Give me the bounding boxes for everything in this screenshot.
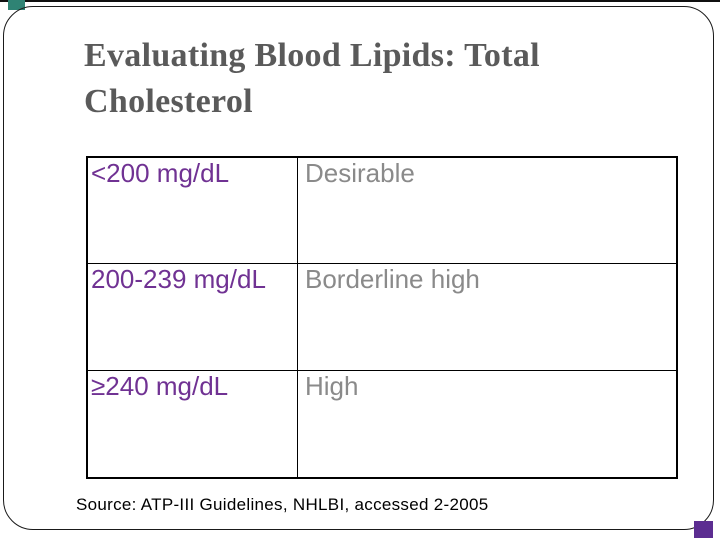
table-row-3-range-cell: ≥240 mg/dL [88,369,297,478]
table-row-2-category-cell: Borderline high [297,263,676,370]
table-row-1-category-cell: Desirable [297,158,676,263]
source-citation: Source: ATP-III Guidelines, NHLBI, acces… [76,495,489,514]
slide-title: Evaluating Blood Lipids: Total Cholester… [84,37,540,120]
purple-accent-square [694,521,713,538]
slide-border [3,6,714,530]
top-accent-line [0,0,720,2]
cholesterol-table: <200 mg/dL Desirable 200-239 mg/dL Borde… [86,156,678,479]
table-row-1-range-cell: <200 mg/dL [91,158,230,188]
table-row-3-category-cell: High [297,369,676,477]
table-row-2-range-cell: 200-239 mg/dL [88,263,297,370]
teal-accent-square [8,0,25,10]
